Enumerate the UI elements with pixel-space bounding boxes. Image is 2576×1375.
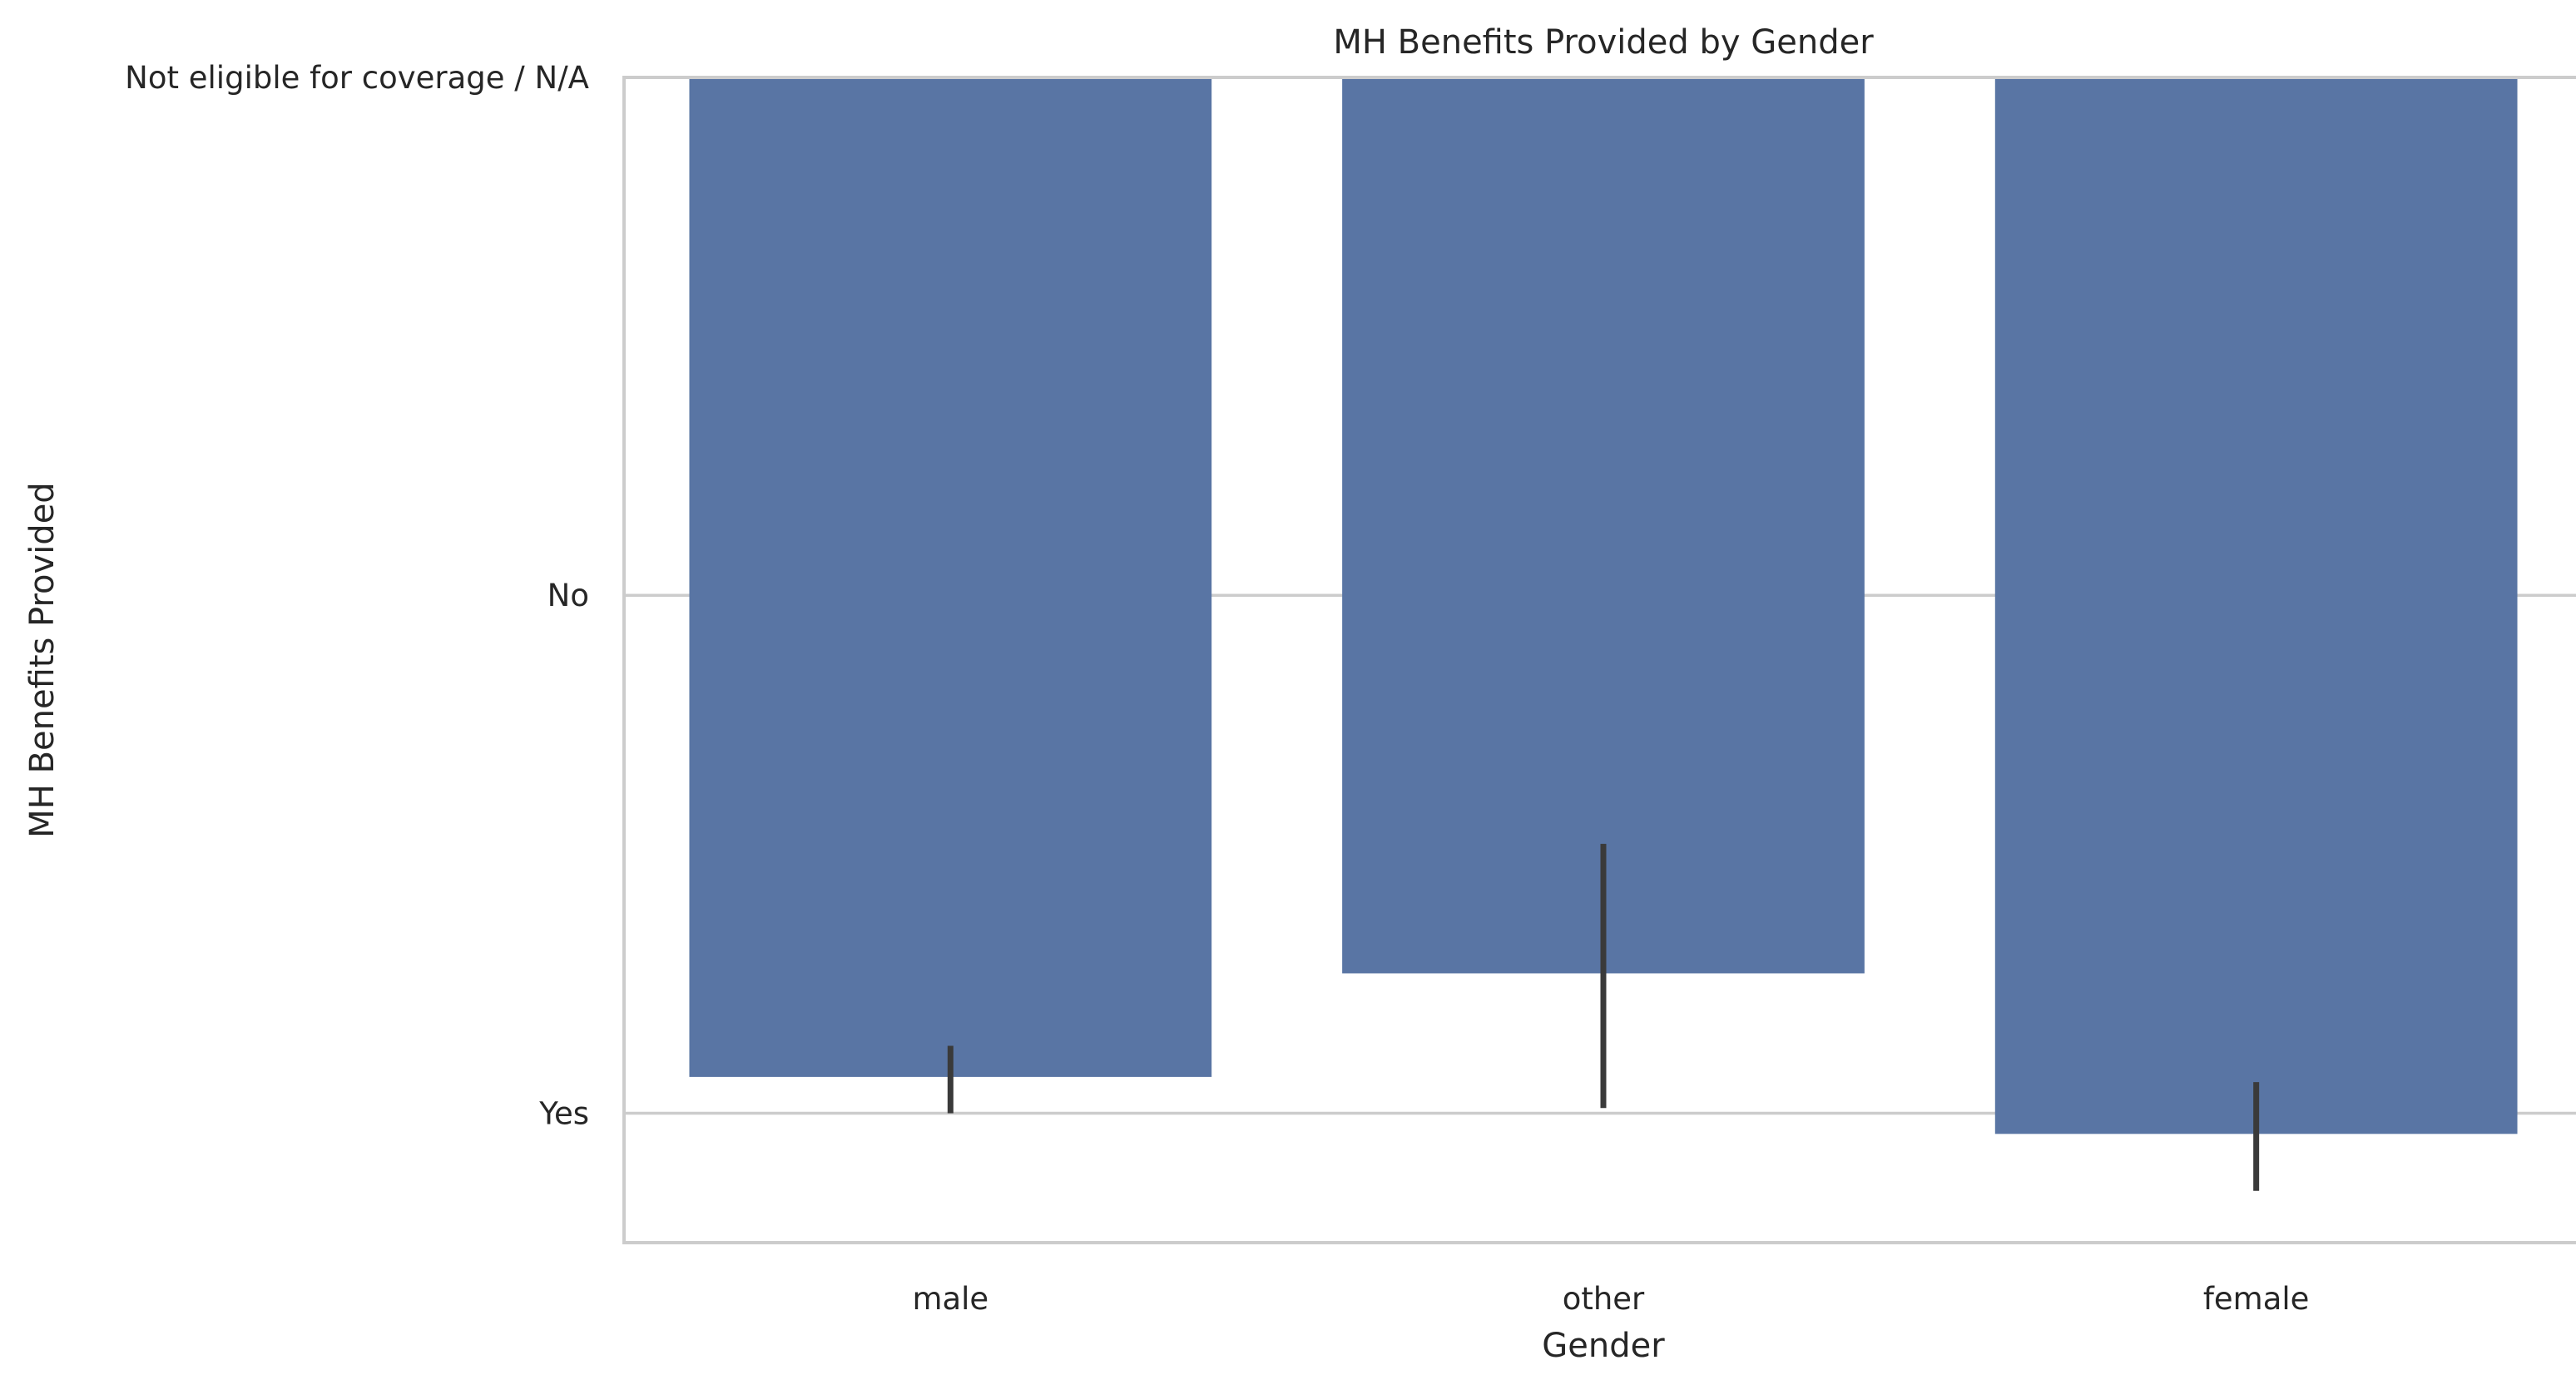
x-tick-labels: male other female	[912, 1281, 2309, 1317]
y-tick-labels: Yes No Not eligible for coverage / N/A	[125, 60, 589, 1131]
bar-female	[1994, 77, 2518, 1134]
x-axis-label: Gender	[1542, 1327, 1665, 1365]
y-tick-label: Yes	[538, 1095, 589, 1131]
error-bars	[947, 843, 2260, 1191]
bar-other	[1342, 77, 1865, 974]
y-tick-label: Not eligible for coverage / N/A	[125, 60, 589, 96]
y-axis-label: MH Benefits Provided	[23, 482, 62, 837]
x-tick-label: female	[2203, 1281, 2310, 1317]
x-tick-label: other	[1563, 1281, 1645, 1317]
chart-title: MH Benefits Provided by Gender	[1333, 23, 1874, 62]
bars	[689, 77, 2518, 1134]
y-tick-label: No	[547, 578, 589, 613]
bar-male	[689, 77, 1212, 1077]
plot-frame	[622, 76, 2576, 1244]
x-tick-label: male	[912, 1281, 988, 1317]
